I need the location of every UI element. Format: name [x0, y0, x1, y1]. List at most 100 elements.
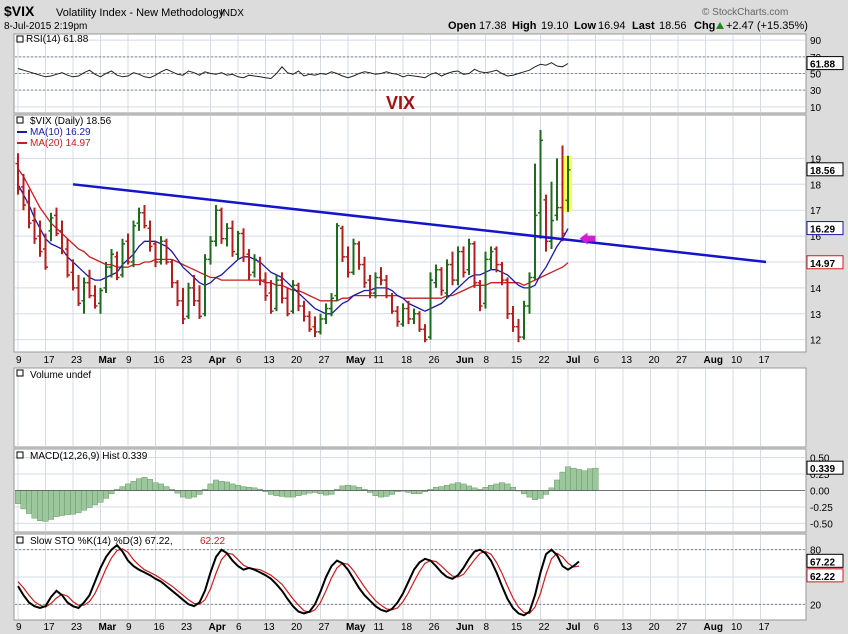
x-tick-label: Apr [209, 355, 226, 366]
price-bar [87, 269, 92, 299]
macd-hist-bar [290, 490, 296, 498]
price-bar [499, 261, 505, 286]
legend-ma10: MA(10) 16.29 [30, 127, 91, 138]
macd-hist-bar [295, 490, 302, 496]
price-bar [384, 274, 389, 299]
macd-hist-bar [268, 490, 274, 495]
sto-label: Slow STO %K(14) %D(3) 67.22, [30, 536, 173, 547]
macd-hist-bar [389, 490, 395, 495]
price-bar [120, 238, 125, 278]
macd-hist-bar [15, 490, 21, 504]
price-bar [318, 313, 323, 335]
price-bar [296, 282, 301, 312]
x-tick-label: Mar [99, 622, 117, 633]
y-tick-label: 18 [810, 180, 822, 191]
x-tick-label: 15 [511, 622, 523, 633]
quote-chg-label: Chg [694, 20, 715, 32]
price-bar [356, 241, 362, 270]
macd-hist-bar [191, 490, 197, 498]
macd-hist-bar [378, 490, 384, 498]
price-bar [48, 212, 54, 242]
x-tick-label: 9 [16, 622, 22, 633]
x-tick-label: Aug [704, 355, 723, 366]
macd-hist-bar [576, 469, 582, 491]
macd-hist-bar [499, 482, 505, 491]
macd-hist-bar [510, 487, 516, 491]
x-tick-label: 6 [594, 622, 600, 633]
x-tick-label: 18 [401, 355, 413, 366]
price-bar [54, 207, 59, 237]
quote-high-value: 19.10 [541, 20, 569, 32]
macd-hist-bar [466, 485, 472, 491]
price-bar [516, 318, 521, 343]
price-bar [433, 264, 439, 288]
macd-hist-bar [37, 490, 43, 521]
x-tick-label: 17 [759, 622, 771, 633]
x-tick-label: 26 [429, 622, 441, 633]
quote-open-value: 17.38 [479, 20, 507, 32]
macd-hist-bar [455, 482, 461, 491]
last-value-tag [806, 56, 844, 71]
price-bar [274, 274, 279, 312]
y-tick-label: 0.25 [810, 470, 830, 481]
trendline [72, 183, 767, 264]
macd-layer [15, 466, 805, 522]
y-tick-label: -0.50 [810, 519, 833, 530]
x-tick-label: 23 [71, 622, 83, 633]
x-tick-label: 9 [16, 355, 22, 366]
price-bar [136, 207, 142, 231]
sto-legend-swatch [16, 536, 24, 544]
x-tick-label: 15 [511, 355, 523, 366]
quote-chg-value: +2.47 (+15.35%) [726, 20, 808, 32]
macd-hist-bar [301, 490, 307, 495]
x-tick-label: 20 [649, 622, 661, 633]
price-bar [565, 155, 571, 212]
last-value-tag-label: 18.56 [810, 166, 835, 177]
price-bar [461, 246, 466, 278]
price-bar [450, 251, 455, 286]
quote-open-label: Open [448, 20, 476, 32]
x-tick-label: Mar [99, 355, 117, 366]
macd-hist-bar [42, 490, 49, 522]
price-bar [285, 287, 290, 317]
price-bar [230, 220, 235, 257]
macd-hist-bar [460, 483, 467, 491]
price-bar [505, 277, 510, 319]
macd-hist-bar [438, 486, 445, 491]
macd-hist-bar [119, 486, 126, 491]
x-tick-label: 17 [759, 355, 771, 366]
volume-panel-bg [13, 367, 807, 448]
macd-hist-bar [504, 483, 511, 491]
price-bar [81, 277, 87, 314]
price-bar [180, 287, 186, 325]
macd-hist-bar [581, 470, 588, 491]
price-legend-swatch [16, 116, 24, 124]
y-tick-label: 10 [810, 103, 822, 114]
sto-k-line [17, 543, 580, 617]
price-bar [252, 254, 257, 278]
price-bar [351, 238, 356, 275]
sto-layer [15, 543, 805, 617]
price-bar [554, 158, 560, 221]
macd-hist-bar [284, 490, 291, 498]
price-bar [527, 272, 532, 314]
price-bar [406, 300, 411, 325]
x-tick-label: 22 [539, 355, 551, 366]
price-bar [279, 272, 285, 304]
macd-hist-bar [532, 490, 538, 500]
x-tick-label: 13 [264, 355, 276, 366]
macd-hist-bar [240, 486, 247, 491]
x-tick-label: 8 [484, 355, 490, 366]
x-tick-label: 27 [319, 622, 331, 633]
macd-hist-bar [180, 490, 186, 498]
x-tick-label: May [346, 622, 366, 633]
sto-d-line [17, 548, 580, 615]
last-value-tag [806, 460, 844, 475]
macd-hist-bar [224, 481, 230, 491]
price-bar [263, 272, 268, 301]
macd-hist-bar [273, 490, 280, 496]
y-tick-label: 0.00 [810, 487, 830, 498]
x-tick-label: 6 [236, 355, 242, 366]
price-bar [202, 254, 208, 317]
